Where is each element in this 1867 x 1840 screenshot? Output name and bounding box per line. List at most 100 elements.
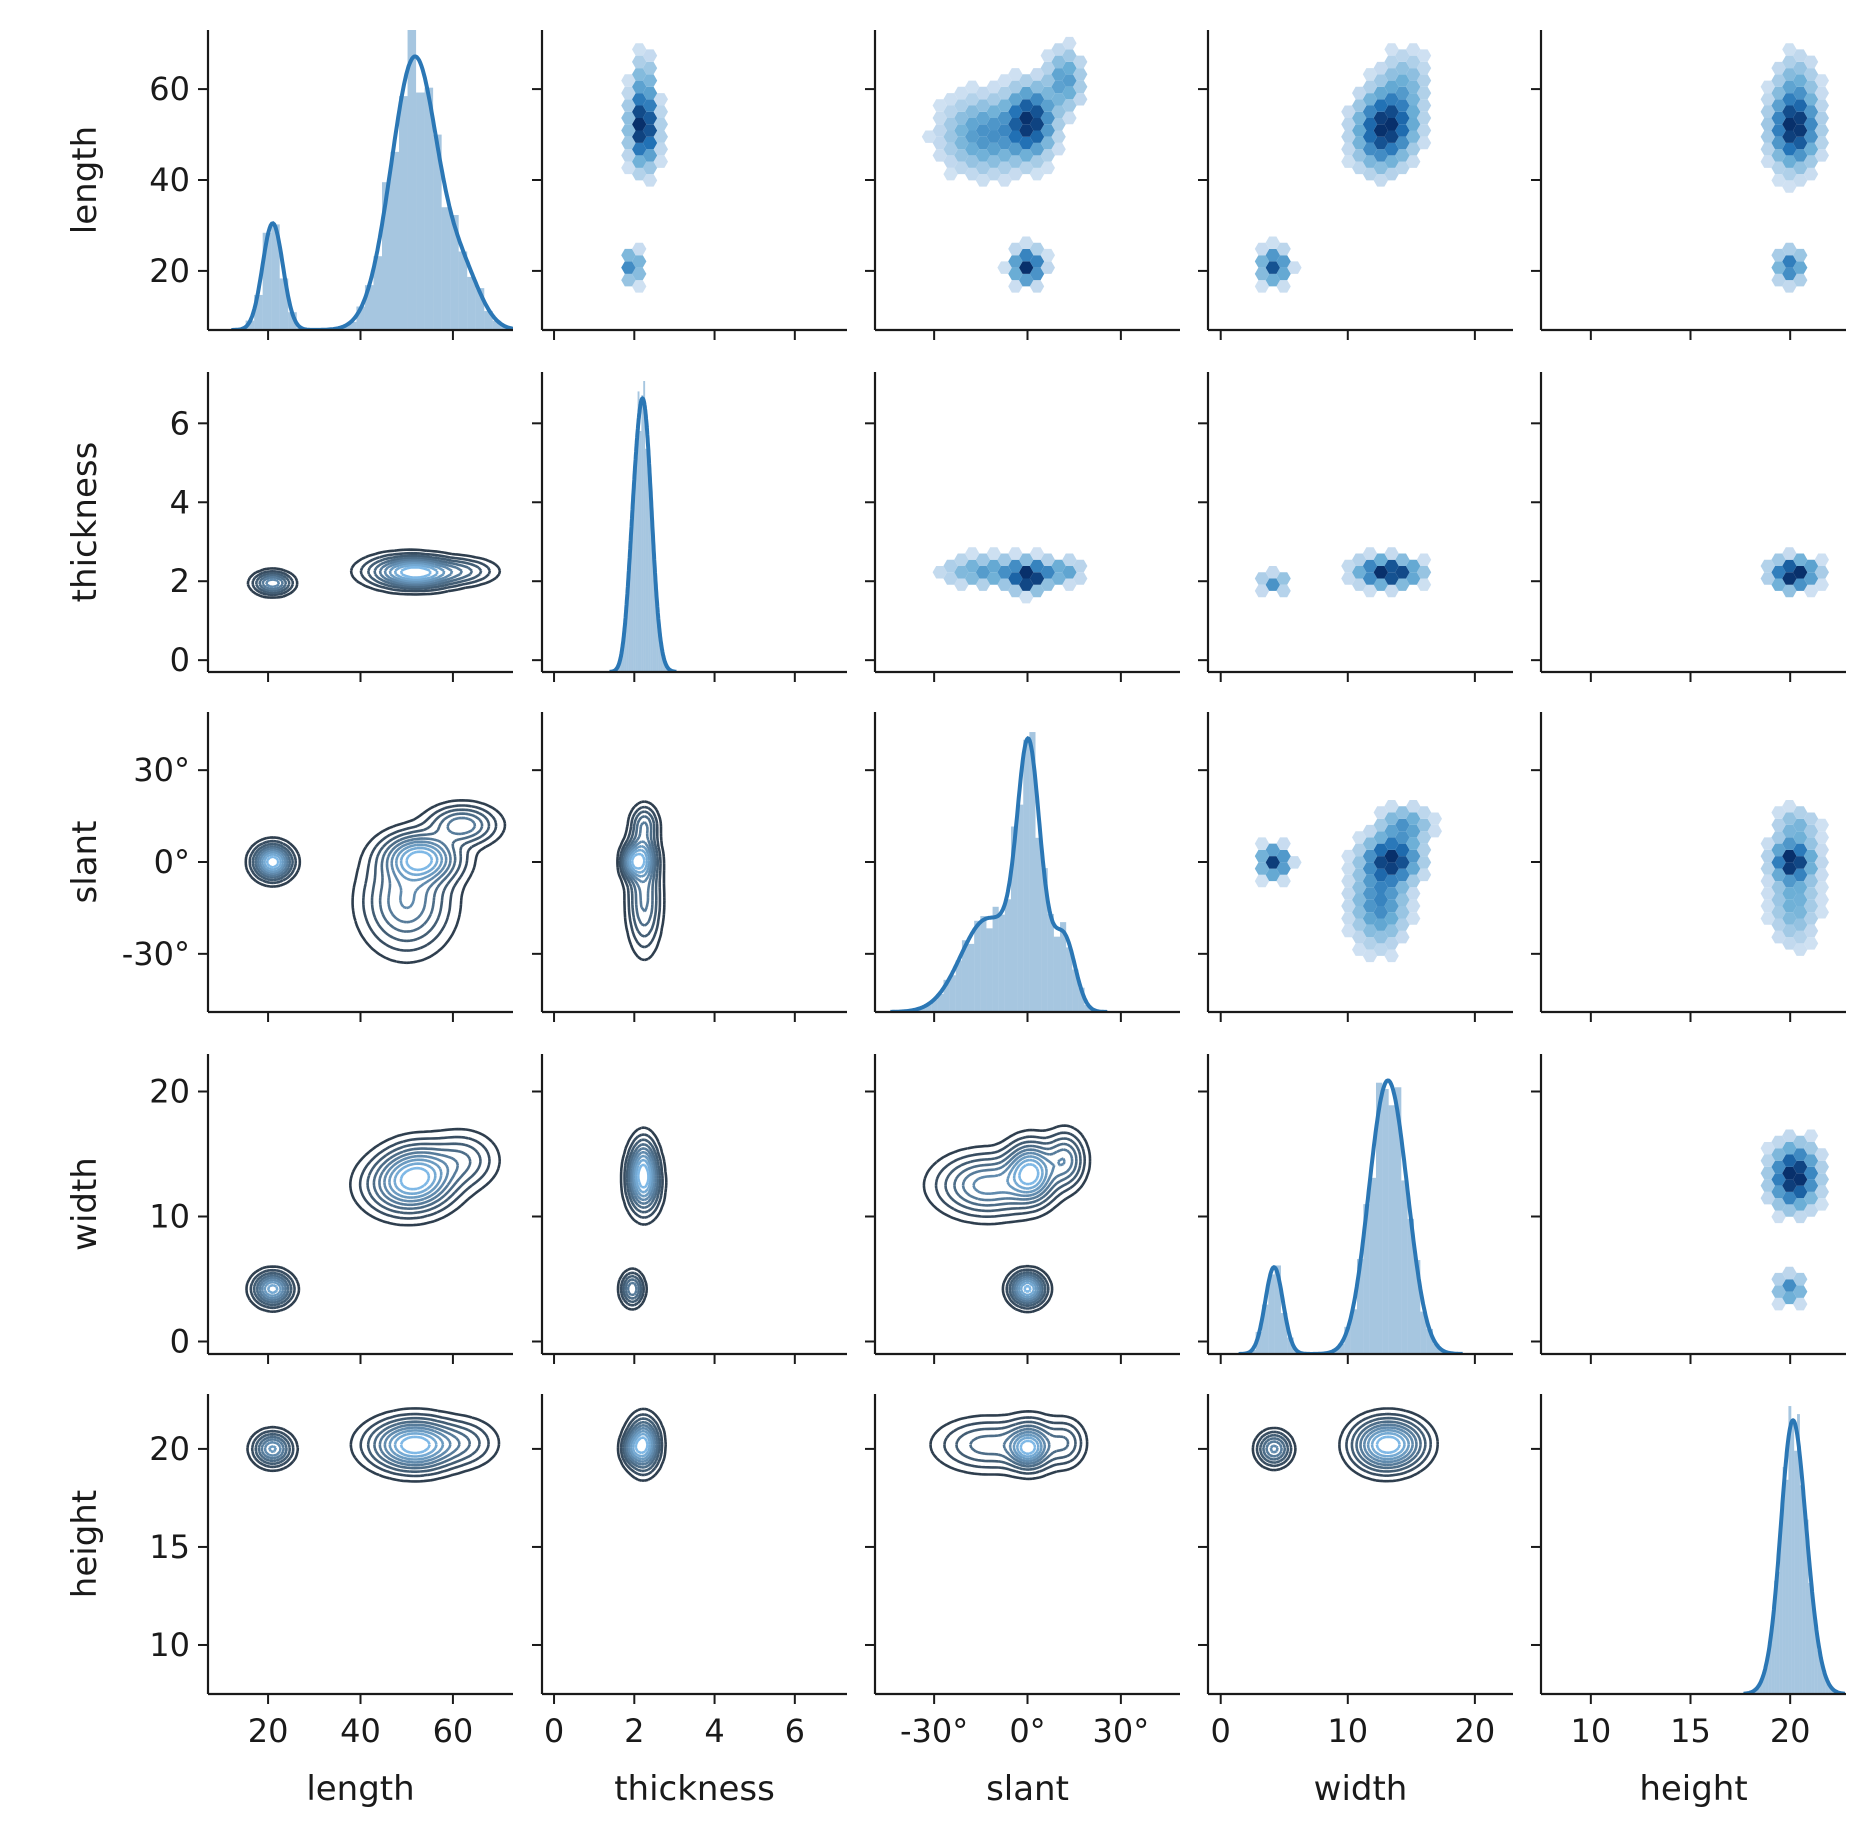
hexbin-cell <box>1793 1148 1808 1161</box>
hist-bar <box>631 483 634 672</box>
hexbin-cell <box>1782 242 1797 256</box>
hist-bar <box>622 635 625 672</box>
plot-area <box>609 381 677 672</box>
hist-bar <box>974 920 981 1012</box>
hexbin-cell <box>1008 68 1023 81</box>
hexbin-cell <box>1040 99 1055 112</box>
hexbin-cell <box>965 80 980 94</box>
hist-bar <box>1825 1681 1829 1694</box>
hexbin-cell <box>986 80 1001 94</box>
hexbin-cell <box>1803 155 1819 168</box>
hexbin-cell <box>1793 930 1808 944</box>
hexbin-cell <box>1406 862 1421 875</box>
y-tick-label: 2 <box>170 562 190 600</box>
hexbin-cell <box>997 566 1012 579</box>
kde-contour <box>969 1424 1070 1468</box>
hexbin-cell <box>1760 1142 1775 1155</box>
hexbin-cell <box>1265 236 1280 249</box>
hist-bar <box>654 585 657 672</box>
hexbin-cell <box>1276 584 1291 598</box>
hexbin-cell <box>1803 1204 1819 1217</box>
hexbin-cell <box>1793 1185 1808 1199</box>
hexbin-cell <box>1362 937 1378 950</box>
hexbin-cell <box>1029 80 1045 94</box>
x-axis-label: thickness <box>614 1769 775 1809</box>
y-axis-label: thickness <box>65 442 105 603</box>
hexbin-cell <box>1782 68 1797 81</box>
hist-bar <box>1762 1675 1766 1694</box>
hexbin-cell <box>1771 566 1786 579</box>
hexbin-cell <box>1395 856 1410 869</box>
hexbin-cell <box>1782 267 1797 281</box>
y-tick-label: 20 <box>149 1430 190 1468</box>
hexbin-cell <box>932 566 947 579</box>
kde-contour <box>627 1426 655 1463</box>
hexbin-cell <box>1803 912 1819 925</box>
hexbin-cell <box>1051 55 1066 69</box>
hexbin-cell <box>1771 86 1786 100</box>
hexbin-cell <box>1062 86 1077 100</box>
hexbin-cell <box>1771 61 1786 75</box>
hexbin-cell <box>632 118 647 131</box>
plot-area <box>1743 1406 1845 1694</box>
hexbin-cell <box>1771 868 1786 882</box>
hexbin-cell <box>1019 136 1034 150</box>
hexbin-cell <box>1814 906 1829 919</box>
hexbin-cell <box>1362 912 1378 925</box>
hexbin-cell <box>1760 899 1775 913</box>
hexbin-cell <box>1814 86 1829 100</box>
kde-contour <box>616 1407 667 1482</box>
hexbin-cell <box>1265 868 1280 882</box>
hexbin-cell <box>1029 68 1045 81</box>
hist-bar <box>986 928 993 1012</box>
hist-bar <box>652 533 655 672</box>
hexbin-cell <box>1416 61 1432 75</box>
hexbin-cell <box>1395 918 1410 931</box>
hexbin-cell <box>1814 578 1829 591</box>
hexbin-cell <box>1803 68 1819 81</box>
kde-contour <box>922 1124 1092 1314</box>
hexbin-cell <box>1406 849 1421 863</box>
hexbin-cell <box>1029 142 1045 156</box>
hexbin-cell <box>943 93 958 106</box>
y-tick-label: -30° <box>122 935 190 973</box>
hexbin-cell <box>1008 572 1023 585</box>
hexbin-cell <box>1276 242 1291 256</box>
hexbin-cell <box>1814 124 1829 137</box>
hexbin-cell <box>1793 174 1808 187</box>
hexbin-cell <box>1008 547 1023 560</box>
hexbin-cell <box>1760 1154 1775 1167</box>
hexbin-cell <box>1771 174 1786 187</box>
hexbin-cell <box>653 130 668 143</box>
hexbin-cell <box>1276 267 1291 281</box>
hexbin-cell <box>1062 61 1077 75</box>
kde-contour <box>619 1413 664 1477</box>
panel-length-vs-slant <box>865 30 1180 340</box>
hexbin-cell <box>1384 862 1399 875</box>
hist-bar <box>424 87 434 330</box>
hexbin-cell <box>1019 553 1034 566</box>
hist-bar <box>356 306 365 330</box>
hist-bar <box>1023 739 1030 1012</box>
hist-bar <box>1774 1580 1777 1694</box>
hexbin-cell <box>1384 93 1399 106</box>
hexbin-cell <box>1254 280 1270 293</box>
hist-bar <box>458 251 468 330</box>
hexbin-cell <box>1051 93 1066 106</box>
hist-bar <box>1047 913 1054 1012</box>
hexbin-cell <box>1019 578 1034 591</box>
hexbin-cell <box>1406 43 1421 56</box>
hexbin-cell <box>1793 806 1808 819</box>
hist-bar <box>1060 922 1067 1012</box>
x-tick-label: 20 <box>1455 1712 1496 1750</box>
hexbin-cell <box>1019 124 1034 137</box>
kde-contour <box>943 1416 1083 1475</box>
panel-length-vs-width <box>1198 30 1513 340</box>
hexbin-cell <box>1040 553 1055 566</box>
panel-width-vs-width <box>1198 1054 1513 1364</box>
hexbin-cell <box>1341 849 1356 863</box>
hexbin-cell <box>1062 111 1077 125</box>
hexbin-cell <box>1040 261 1055 274</box>
hexbin-cell <box>642 149 658 162</box>
hexbin-cell <box>1362 949 1378 963</box>
